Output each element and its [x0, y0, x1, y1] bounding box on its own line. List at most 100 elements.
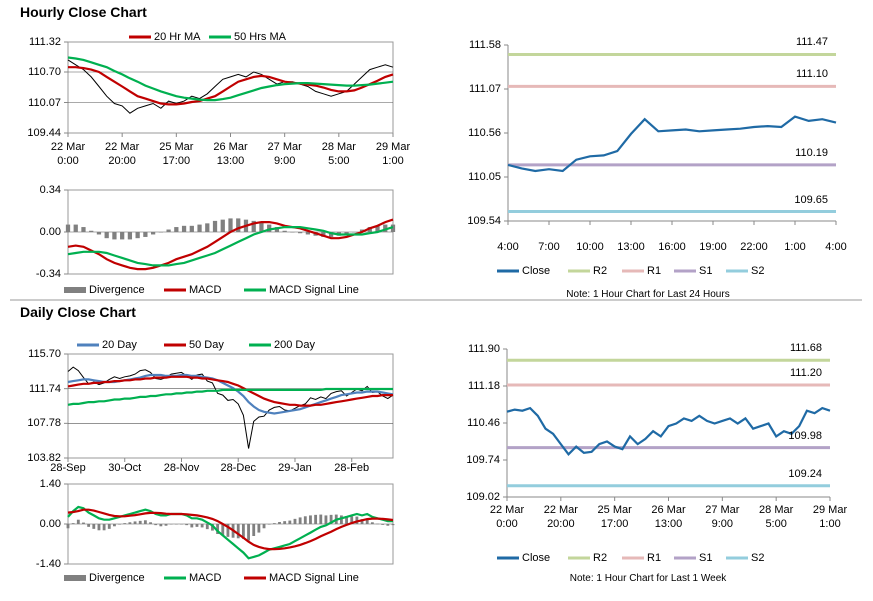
divergence-bar [391, 524, 395, 526]
series-line [67, 226, 394, 267]
legend-label: Close [522, 552, 551, 564]
divergence-bar [386, 524, 390, 526]
y-tick-label: 109.44 [27, 127, 61, 139]
x-tick-label: 13:00 [617, 241, 645, 253]
divergence-bar [164, 524, 168, 526]
x-tick-label: 28-Dec [220, 462, 256, 474]
divergence-bar [135, 232, 140, 239]
divergence-bar [305, 232, 311, 235]
divergence-bar [220, 219, 225, 232]
legend-label: 20 Day [102, 339, 137, 351]
y-tick-label: 110.46 [467, 417, 500, 429]
divergence-bar [104, 232, 109, 239]
legend-label: R2 [593, 552, 608, 564]
legend-label: MACD Signal Line [269, 284, 359, 296]
plot-frame [67, 353, 394, 459]
x-tick-label: 26 Mar 13:00 [651, 504, 686, 530]
y-tick-label: 109.02 [466, 491, 500, 503]
divergence-bar [89, 230, 94, 232]
divergence-bar [367, 227, 372, 232]
divergence-bar [288, 520, 292, 524]
divergence-bar [274, 227, 280, 232]
divergence-bar [381, 524, 385, 525]
divergence-bar [314, 514, 318, 524]
divergence-bar [236, 524, 240, 539]
y-tick-label: 111.58 [468, 39, 501, 51]
x-tick-label: 30-Oct [108, 462, 142, 474]
divergence-bar [127, 232, 133, 240]
divergence-bar [205, 524, 209, 530]
divergence-bar [166, 229, 171, 232]
legend-label: 200 Day [274, 339, 315, 351]
divergence-bar [345, 516, 348, 524]
series-line [67, 218, 394, 271]
y-tick-label: -0.34 [35, 268, 61, 280]
series-line [67, 56, 394, 102]
divergence-bar [97, 524, 101, 531]
divergence-bar [298, 232, 303, 234]
legend-label: R2 [593, 265, 608, 277]
y-tick-label: 109.74 [466, 454, 500, 466]
x-tick-label: 22 Mar 0:00 [50, 141, 86, 167]
series-line [67, 508, 394, 551]
legend-label: 50 Hrs MA [234, 31, 286, 43]
divergence-bar [370, 522, 374, 524]
price-line [67, 366, 394, 449]
divergence-bar [205, 223, 210, 232]
divergence-bar [339, 515, 343, 524]
section-heading: Hourly Close Chart [20, 4, 147, 20]
divergence-bar [267, 524, 271, 525]
divergence-bar [96, 232, 102, 235]
divergence-bar [360, 519, 364, 524]
series-line [67, 387, 393, 406]
y-tick-label: 111.32 [28, 36, 61, 48]
section-heading: Daily Close Chart [20, 304, 136, 320]
level-label: 109.24 [788, 467, 822, 480]
divergence-bar [247, 524, 250, 541]
level-label: 111.47 [795, 36, 828, 49]
x-tick-label: 1:00 [784, 241, 806, 253]
series-line [67, 505, 393, 560]
x-tick-label: 22 Mar 20:00 [543, 504, 578, 530]
x-tick-label: 10:00 [576, 241, 604, 253]
divergence-bar [169, 524, 173, 525]
y-tick-label: 115.70 [28, 348, 61, 360]
divergence-bar [185, 524, 189, 526]
price-line [67, 59, 394, 114]
level-label: 111.68 [789, 342, 822, 355]
divergence-bar [87, 524, 91, 527]
divergence-bar [344, 232, 349, 235]
divergence-bar [82, 522, 85, 524]
legend-label: S1 [699, 552, 713, 564]
divergence-bar [181, 225, 187, 232]
legend-label: R1 [647, 552, 662, 564]
divergence-bar [200, 524, 204, 528]
x-tick-label: 28-Feb [334, 462, 370, 474]
legend-label: MACD [189, 284, 222, 296]
divergence-bar [189, 225, 194, 232]
divergence-bar [283, 521, 287, 524]
legend-swatch [64, 287, 86, 293]
legend-label: S2 [751, 265, 765, 277]
divergence-bar [102, 524, 106, 531]
y-tick-label: 1.40 [39, 478, 61, 490]
y-tick-label: 111.07 [468, 83, 501, 95]
x-tick-label: 27 Mar 9:00 [267, 141, 302, 167]
y-tick-label: 0.34 [39, 184, 61, 196]
divergence-bar [195, 524, 199, 527]
divergence-bar [282, 230, 287, 232]
divergence-bar [251, 220, 256, 232]
legend-label: 50 Day [189, 339, 224, 351]
divergence-bar [216, 524, 220, 534]
divergence-bar [150, 232, 156, 235]
y-tick-label: 110.07 [28, 96, 61, 109]
legend-swatch [64, 575, 86, 581]
divergence-bar [278, 522, 281, 524]
divergence-bar [66, 524, 70, 529]
divergence-bar [123, 523, 127, 524]
y-tick-label: 110.56 [468, 127, 501, 139]
divergence-bar [143, 232, 148, 237]
legend-label: R1 [647, 265, 662, 277]
divergence-bar [143, 520, 147, 524]
